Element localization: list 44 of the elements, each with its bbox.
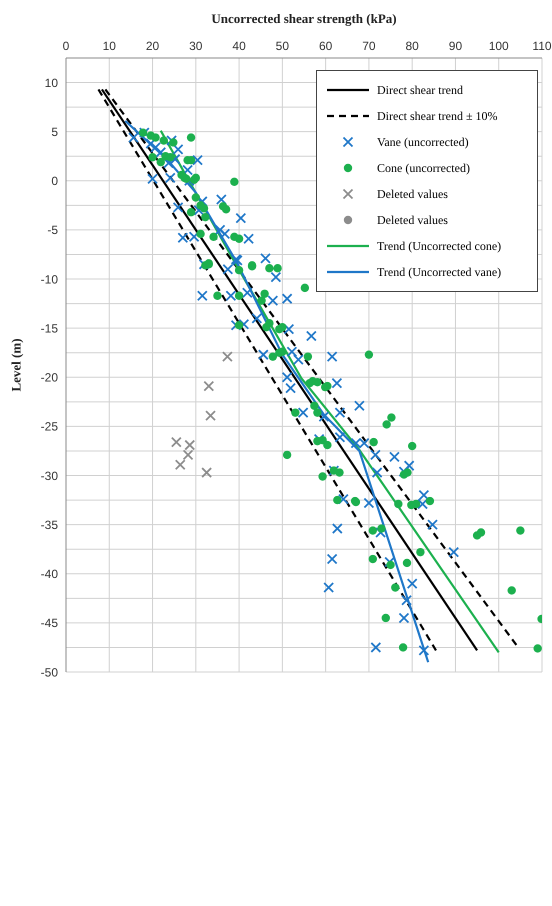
legend-label: Vane (uncorrected) bbox=[377, 134, 469, 150]
y-tick-label: -20 bbox=[40, 370, 58, 385]
y-tick-label: -5 bbox=[47, 223, 58, 238]
x-tick-label: 110 bbox=[532, 39, 552, 53]
y-tick-label: -35 bbox=[40, 518, 58, 532]
legend-label: Cone (uncorrected) bbox=[377, 160, 470, 176]
y-tick-label: 10 bbox=[44, 76, 58, 90]
x-tick-label: 20 bbox=[146, 39, 160, 53]
point bbox=[201, 467, 212, 478]
point bbox=[184, 440, 196, 450]
x-tick-label: 70 bbox=[362, 39, 376, 53]
point bbox=[182, 449, 194, 460]
y-tick-label: -15 bbox=[40, 321, 58, 336]
x-tick-label: 40 bbox=[232, 39, 246, 53]
x-tick-label: 90 bbox=[448, 39, 462, 53]
x-tick-label: 30 bbox=[189, 39, 203, 53]
legend-label: Deleted values bbox=[377, 212, 448, 228]
y-axis-title: Level (m) bbox=[8, 338, 24, 392]
point bbox=[205, 410, 216, 421]
point bbox=[174, 459, 186, 470]
x-tick-label: 100 bbox=[488, 39, 510, 53]
y-tick-label: 5 bbox=[51, 124, 58, 139]
legend-label: Trend (Uncorrected cone) bbox=[377, 238, 502, 254]
legend-label: Deleted values bbox=[377, 186, 448, 202]
legend-label: Direct shear trend bbox=[377, 82, 463, 98]
y-tick-label: -45 bbox=[40, 616, 58, 630]
y-tick-label: -30 bbox=[40, 468, 58, 483]
y-tick-label: -25 bbox=[40, 420, 58, 434]
point bbox=[170, 436, 182, 448]
legend-label: Trend (Uncorrected vane) bbox=[377, 264, 502, 280]
point bbox=[222, 351, 233, 362]
legend-label: Direct shear trend ± 10% bbox=[377, 108, 498, 124]
point bbox=[203, 380, 214, 392]
y-tick-label: -50 bbox=[40, 665, 58, 680]
x-tick-label: 0 bbox=[62, 39, 70, 53]
x-tick-label: 80 bbox=[406, 39, 420, 53]
x-axis-title: Uncorrected shear strength (kPa) bbox=[211, 11, 397, 26]
x-tick-label: 50 bbox=[276, 39, 290, 53]
y-tick-label: 0 bbox=[51, 174, 58, 188]
y-tick-label: -10 bbox=[40, 272, 58, 286]
y-tick-label: -40 bbox=[40, 567, 58, 582]
line-series bbox=[160, 130, 500, 654]
x-tick-label: 60 bbox=[318, 39, 333, 53]
x-tick-label: 10 bbox=[102, 39, 116, 53]
